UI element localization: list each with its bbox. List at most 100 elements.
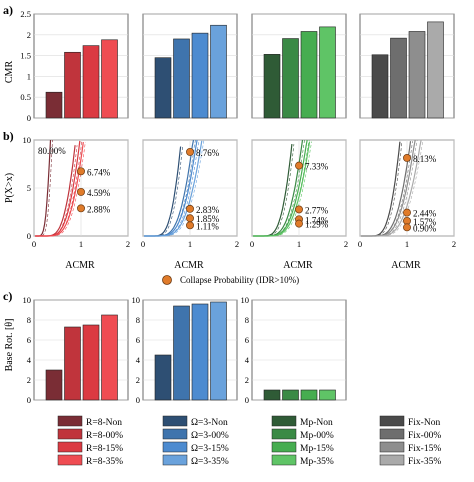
collapse-probability-label: 2.83%	[196, 205, 220, 215]
cmr-bar	[101, 39, 118, 119]
fragility-x-tick-label: 2	[452, 239, 456, 249]
cmr-bar	[173, 38, 190, 119]
fragility-curve-dashed	[146, 140, 205, 237]
legend-label: Fix-00%	[408, 431, 441, 441]
collapse-probability-label: 2.44%	[413, 209, 437, 219]
acmr-axis-label-2: ACMR	[174, 260, 204, 271]
legend-label: Fix-15%	[408, 444, 441, 454]
acmr-axis-label-3: ACMR	[283, 260, 313, 271]
base-rot-tick-label: 8	[136, 315, 140, 325]
cmr-bar	[210, 24, 227, 119]
cmr-bar	[82, 45, 100, 119]
legend-swatch	[162, 441, 188, 453]
collapse-probability-label: 0.90%	[413, 223, 437, 233]
base-rot-tick-label: 8	[27, 315, 31, 325]
fragility-y-tick-label: 0	[27, 231, 31, 241]
collapse-probability-point	[295, 219, 303, 228]
base-rot-bar	[282, 389, 299, 401]
fragility-x-tick-label: 0	[250, 239, 254, 249]
fragility-x-tick-label: 0	[358, 239, 362, 249]
base-rot-bar	[45, 369, 63, 401]
fragility-y-tick-label: 5	[27, 183, 31, 193]
collapse-probability-label: 4.59%	[87, 188, 111, 198]
base-rot-bar	[210, 301, 227, 401]
legend-label: R=8-35%	[86, 457, 123, 467]
collapse-probability-point	[186, 204, 194, 213]
legend-swatch	[57, 415, 83, 427]
legend-swatch	[271, 415, 297, 427]
base-rot-bar	[173, 305, 190, 401]
fragility-x-tick-label: 1	[79, 239, 83, 249]
base-rot-bar	[154, 354, 172, 401]
cmr-bar	[64, 51, 81, 119]
fragility-x-tick-label: 2	[126, 239, 130, 249]
collapse-probability-point	[186, 221, 194, 230]
cmr-bar	[319, 26, 336, 119]
legend-swatch	[162, 454, 188, 466]
cmr-tick-label: 0	[27, 113, 31, 123]
panel-label-b: b)	[3, 129, 14, 143]
collapse-probability-label: 6.74%	[87, 167, 111, 177]
acmr-axis-label-1: ACMR	[65, 260, 95, 271]
base-rot-tick-label: 8	[245, 315, 249, 325]
legend-swatch	[57, 428, 83, 440]
legend-swatch	[271, 441, 297, 453]
cmr-bar	[282, 38, 299, 119]
fragility-curve-dashed	[363, 139, 424, 237]
collapse-probability-point	[77, 204, 85, 213]
acmr-axis-label-4: ACMR	[391, 260, 421, 271]
fragility-y-tick-label: 10	[23, 135, 32, 145]
base-rot-bar	[82, 324, 100, 401]
base-rot-tick-label: 10	[23, 295, 32, 305]
legend-label: R=8-Non	[86, 418, 122, 428]
legend-label: R=8-00%	[86, 431, 123, 441]
fragility-curve-dashed	[255, 141, 312, 237]
cmr-bar	[45, 91, 63, 119]
base-rot-panel-frame	[251, 299, 347, 401]
collapse-probability-point	[295, 205, 303, 214]
fragility-curve-dashed	[37, 142, 86, 237]
collapse-probability-label: 1.85%	[196, 214, 220, 224]
base-rot-tick-label: 4	[136, 355, 141, 365]
collapse-probability-label: 7.33%	[305, 162, 329, 172]
cmr-bar	[191, 32, 209, 119]
fragility-x-tick-label: 0	[32, 239, 36, 249]
legend-swatch	[271, 428, 297, 440]
legend-label: Ω=3-00%	[191, 431, 229, 441]
legend-swatch	[162, 428, 188, 440]
cmr-bar	[408, 31, 426, 119]
base-rot-bar	[319, 389, 336, 401]
collapse-probability-label: 1.11%	[196, 221, 219, 231]
base-rot-bar	[64, 326, 81, 401]
legend-swatch	[379, 441, 405, 453]
collapse-probability-point	[403, 154, 411, 162]
fragility-x-tick-label: 2	[344, 239, 348, 249]
cmr-tick-label: 0.5	[20, 92, 31, 102]
base-rot-bar	[263, 389, 281, 401]
collapse-probability-point	[77, 187, 85, 196]
pex-axis-label: P(X>x)	[4, 173, 15, 203]
cmr-bar-charts: 0 0.5 1 1.5 2 2.5	[20, 9, 455, 123]
collapse-probability-label: 1.29%	[305, 220, 329, 230]
base-rot-bar	[101, 314, 118, 401]
legend-label: Fix-Non	[408, 418, 440, 428]
cmr-bar	[427, 21, 444, 119]
collapse-probability-point	[186, 147, 194, 156]
base-rot-tick-label: 0	[245, 395, 249, 405]
legend-label: Ω=3-35%	[191, 457, 229, 467]
legend-label: Mp-Non	[300, 418, 333, 428]
cmr-bar	[390, 37, 407, 119]
base-rot-tick-label: 4	[245, 355, 250, 365]
cmr-tick-label: 2.5	[20, 9, 31, 19]
legend-label: Fix-35%	[408, 457, 441, 467]
panel-label-a: a)	[3, 3, 13, 17]
fragility-x-tick-label: 2	[235, 239, 239, 249]
fragility-x-tick-label: 1	[297, 239, 301, 249]
collapse-probability-label: 8.76%	[196, 148, 220, 158]
base-rot-axis-label: Base Rot. [θ]	[4, 319, 15, 372]
collapse-probability-label: 8.13%	[413, 154, 437, 164]
fragility-x-tick-label: 0	[141, 239, 145, 249]
cmr-bar	[300, 31, 318, 119]
